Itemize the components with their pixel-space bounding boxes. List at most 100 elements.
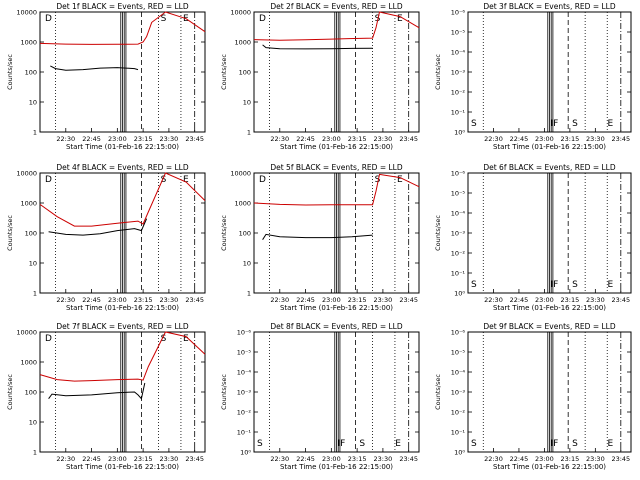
series-line-lld	[39, 172, 206, 227]
series-line-events	[262, 233, 373, 240]
x-tick-label: 23:15	[561, 296, 580, 304]
x-axis-label: Start Time (01-Feb-16 22:15:00)	[493, 304, 606, 312]
y-tick-label: 10⁻¹	[451, 270, 466, 278]
y-tick-label: 1000	[20, 359, 37, 367]
series-line-lld	[39, 331, 206, 382]
y-tick-label: 1	[247, 129, 251, 137]
x-tick-label: 22:45	[296, 455, 315, 463]
series-line-lld	[39, 11, 206, 45]
y-tick-label: 10⁻³	[451, 69, 466, 77]
annotation-letter: S	[471, 439, 477, 449]
detector-panel-1: Det 1f BLACK = Events, RED = LLD 1 10 100 10…	[6, 2, 206, 151]
y-tick-label: 1	[33, 449, 37, 457]
y-tick-label: 10⁻²	[451, 250, 466, 258]
annotation-letter: S	[471, 280, 477, 290]
x-tick-label: 22:30	[270, 296, 289, 304]
x-tick-label: 22:30	[270, 455, 289, 463]
x-tick-label: 22:30	[484, 296, 503, 304]
x-tick-label: 23:00	[322, 296, 341, 304]
y-tick-label: 10000	[16, 9, 37, 17]
y-tick-label: 1	[33, 290, 37, 298]
x-tick-label: 23:45	[399, 135, 418, 143]
y-tick-label: 10000	[230, 9, 251, 17]
detector-panel-9: Det 9f BLACK = Events, RED = LLD 10⁰ 10⁻¹ 1…	[434, 322, 632, 471]
x-tick-label: 23:45	[185, 455, 204, 463]
y-tick-label: 1000	[20, 39, 37, 47]
detector-panel-3: Det 3f BLACK = Events, RED = LLD 10⁰ 10⁻¹ 1…	[434, 2, 632, 151]
annotation-letter: S	[572, 439, 578, 449]
chart-title: Det 4f BLACK = Events, RED = LLD	[56, 163, 189, 172]
y-tick-label: 10⁻⁵	[451, 349, 466, 357]
x-tick-label: 23:00	[535, 455, 554, 463]
x-tick-label: 23:30	[586, 296, 605, 304]
y-tick-label: 10⁻²	[237, 409, 252, 417]
x-tick-label: 23:45	[399, 296, 418, 304]
x-tick-label: 23:30	[374, 296, 393, 304]
x-tick-label: 23:15	[134, 296, 153, 304]
annotation-letter: E	[397, 175, 403, 185]
detector-panel-6: Det 6f BLACK = Events, RED = LLD 10⁰ 10⁻¹ 1…	[434, 163, 632, 312]
annotation-letter: D	[259, 175, 266, 185]
x-tick-label: 22:45	[82, 135, 101, 143]
y-axis-label: Counts/sec	[434, 54, 442, 90]
y-tick-label: 10⁻¹	[451, 429, 466, 437]
series-line-lld	[253, 173, 420, 206]
x-tick-label: 23:00	[535, 296, 554, 304]
detector-panel-4: Det 4f BLACK = Events, RED = LLD 1 10 100 10…	[6, 163, 206, 312]
detector-panel-5: Det 5f BLACK = Events, RED = LLD 1 10 100 10…	[220, 163, 420, 312]
annotation-letter: D	[45, 175, 52, 185]
x-tick-label: 23:00	[535, 135, 554, 143]
y-axis-label: Counts/sec	[434, 374, 442, 410]
y-tick-label: 10	[243, 260, 251, 268]
x-tick-label: 23:30	[374, 135, 393, 143]
y-tick-label: 10	[29, 419, 37, 427]
annotation-letter: D	[45, 334, 52, 344]
x-axis-label: Start Time (01-Feb-16 22:15:00)	[66, 304, 179, 312]
annotation-letter: IF	[551, 119, 559, 129]
y-tick-label: 10⁻⁶	[451, 170, 466, 178]
y-tick-label: 10000	[16, 329, 37, 337]
x-tick-label: 23:45	[611, 455, 630, 463]
x-tick-label: 22:30	[56, 455, 75, 463]
x-axis-label: Start Time (01-Feb-16 22:15:00)	[493, 143, 606, 151]
annotation-letter: E	[608, 119, 614, 129]
x-tick-label: 22:45	[82, 455, 101, 463]
x-tick-label: 22:45	[510, 135, 529, 143]
x-tick-label: 23:00	[108, 296, 127, 304]
annotation-letter: S	[359, 439, 365, 449]
detector-panel-7: Det 7f BLACK = Events, RED = LLD 1 10 100 10…	[6, 322, 206, 471]
x-tick-label: 23:30	[160, 135, 179, 143]
x-tick-label: 22:30	[484, 455, 503, 463]
annotation-letter: E	[395, 439, 401, 449]
y-tick-label: 10⁻⁴	[237, 369, 252, 377]
y-tick-label: 10⁰	[454, 129, 465, 137]
y-tick-label: 10⁻³	[451, 389, 466, 397]
y-axis-label: Counts/sec	[434, 215, 442, 251]
x-tick-label: 23:45	[185, 296, 204, 304]
annotation-letter: S	[257, 439, 263, 449]
annotation-letter: IF	[338, 439, 346, 449]
chart-title: Det 2f BLACK = Events, RED = LLD	[270, 2, 403, 11]
y-tick-label: 10⁻⁶	[451, 329, 466, 337]
y-tick-label: 10⁰	[454, 449, 465, 457]
series-line-lld	[253, 11, 420, 41]
x-tick-label: 23:45	[611, 135, 630, 143]
x-tick-label: 23:15	[348, 296, 367, 304]
x-tick-label: 23:30	[160, 296, 179, 304]
annotation-letter: S	[161, 175, 167, 185]
chart-title: Det 6f BLACK = Events, RED = LLD	[483, 163, 616, 172]
x-tick-label: 22:30	[484, 135, 503, 143]
x-axis-label: Start Time (01-Feb-16 22:15:00)	[66, 143, 179, 151]
series-line-events	[48, 382, 146, 400]
x-tick-label: 22:45	[510, 296, 529, 304]
x-tick-label: 23:30	[586, 135, 605, 143]
annotation-letter: D	[45, 14, 52, 24]
y-tick-label: 10⁻⁶	[451, 9, 466, 17]
y-tick-label: 10⁻⁵	[451, 190, 466, 198]
y-tick-label: 100	[239, 69, 251, 77]
y-axis-label: Counts/sec	[220, 54, 228, 90]
y-tick-label: 1	[247, 290, 251, 298]
x-tick-label: 22:45	[296, 135, 315, 143]
x-tick-label: 22:30	[56, 296, 75, 304]
